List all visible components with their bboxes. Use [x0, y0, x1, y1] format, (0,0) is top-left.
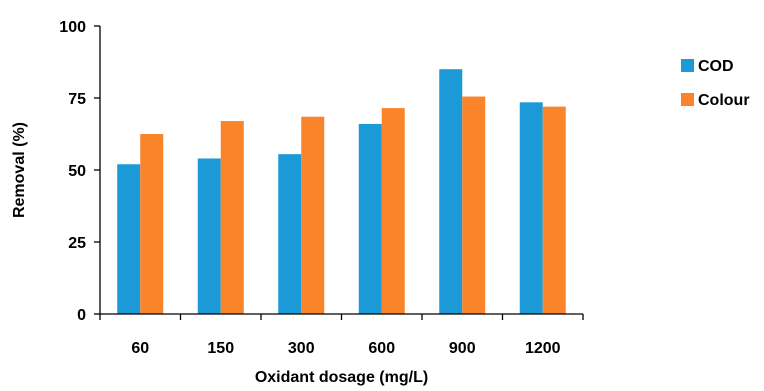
x-tick-label-300: 300 [288, 340, 315, 357]
x-tick-label-150: 150 [207, 340, 234, 357]
legend-swatch-colour [681, 93, 694, 106]
axes-layer [94, 25, 584, 320]
y-tick-label-75: 75 [68, 91, 86, 108]
x-axis-title: Oxidant dosage (mg/L) [255, 369, 428, 386]
legend-label-colour: Colour [698, 92, 750, 109]
y-tick-label-25: 25 [68, 235, 86, 252]
legend-swatch-cod [681, 59, 694, 72]
bar-cod-900 [439, 69, 463, 314]
bar-colour-60 [140, 134, 164, 314]
bar-colour-1200 [542, 106, 566, 314]
bar-cod-300 [278, 154, 302, 314]
y-tick-label-100: 100 [59, 19, 86, 36]
bar-colour-300 [301, 116, 325, 314]
bar-cod-60 [117, 164, 141, 314]
bar-colour-900 [462, 96, 486, 314]
legend-label-cod: COD [698, 58, 734, 75]
x-tick-label-1200: 1200 [525, 340, 561, 357]
bar-cod-150 [197, 158, 221, 314]
x-tick-label-900: 900 [449, 340, 476, 357]
y-tick-label-50: 50 [68, 163, 86, 180]
x-tick-label-60: 60 [131, 340, 149, 357]
bar-colour-150 [220, 121, 244, 314]
bars-layer [117, 69, 566, 314]
bar-cod-600 [358, 123, 382, 314]
y-tick-label-0: 0 [77, 307, 86, 324]
legend: COD Colour [681, 58, 750, 109]
labels-layer: 0 25 50 75 100 60 150 300 600 900 1200 Oxidant dosa… [11, 19, 561, 386]
bar-cod-1200 [519, 102, 543, 314]
x-tick-label-600: 600 [368, 340, 395, 357]
bar-colour-600 [381, 108, 405, 314]
y-axis-title: Removal (%) [11, 122, 28, 218]
